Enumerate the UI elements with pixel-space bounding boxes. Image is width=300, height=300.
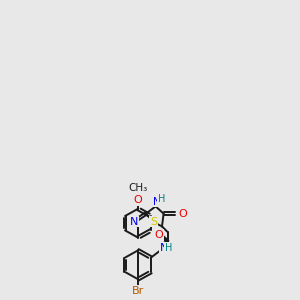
Text: O: O [134, 195, 142, 205]
Text: N: N [159, 243, 168, 253]
Text: N: N [129, 217, 138, 226]
Text: CH₃: CH₃ [128, 183, 148, 193]
Text: N: N [152, 196, 160, 207]
Text: Br: Br [132, 286, 144, 296]
Text: S: S [150, 217, 157, 226]
Text: O: O [178, 208, 187, 219]
Text: H: H [158, 194, 165, 204]
Text: O: O [155, 230, 164, 240]
Text: H: H [165, 243, 172, 253]
